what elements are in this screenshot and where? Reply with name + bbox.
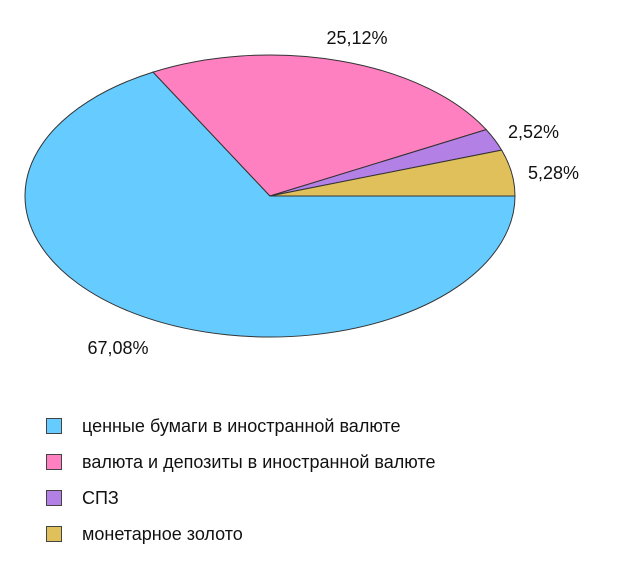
slice-securities bbox=[24, 71, 516, 338]
legend: ценные бумаги в иностранной валюте валют… bbox=[46, 408, 435, 552]
pie-slices bbox=[24, 54, 516, 338]
legend-item-gold: монетарное золото bbox=[46, 516, 435, 552]
pie-labels: 67,08% 25,12% 2,52% 5,28% bbox=[87, 28, 579, 358]
legend-item-currency-deposits: валюта и депозиты в иностранной валюте bbox=[46, 444, 435, 480]
legend-swatch bbox=[46, 418, 62, 434]
legend-item-sdr: СПЗ bbox=[46, 480, 435, 516]
data-label: 67,08% bbox=[87, 338, 148, 358]
legend-label: монетарное золото bbox=[82, 523, 243, 544]
data-label: 2,52% bbox=[508, 122, 559, 142]
legend-swatch bbox=[46, 526, 62, 542]
slice-gold bbox=[269, 149, 516, 197]
slice-currency-deposits bbox=[152, 54, 488, 197]
legend-swatch bbox=[46, 454, 62, 470]
data-label: 5,28% bbox=[528, 163, 579, 183]
legend-label: валюта и депозиты в иностранной валюте bbox=[82, 451, 436, 472]
legend-label: ценные бумаги в иностранной валюте bbox=[82, 415, 401, 436]
legend-item-securities: ценные бумаги в иностранной валюте bbox=[46, 408, 435, 444]
legend-swatch bbox=[46, 490, 62, 506]
data-label: 25,12% bbox=[326, 28, 387, 48]
legend-label: СПЗ bbox=[82, 487, 119, 508]
